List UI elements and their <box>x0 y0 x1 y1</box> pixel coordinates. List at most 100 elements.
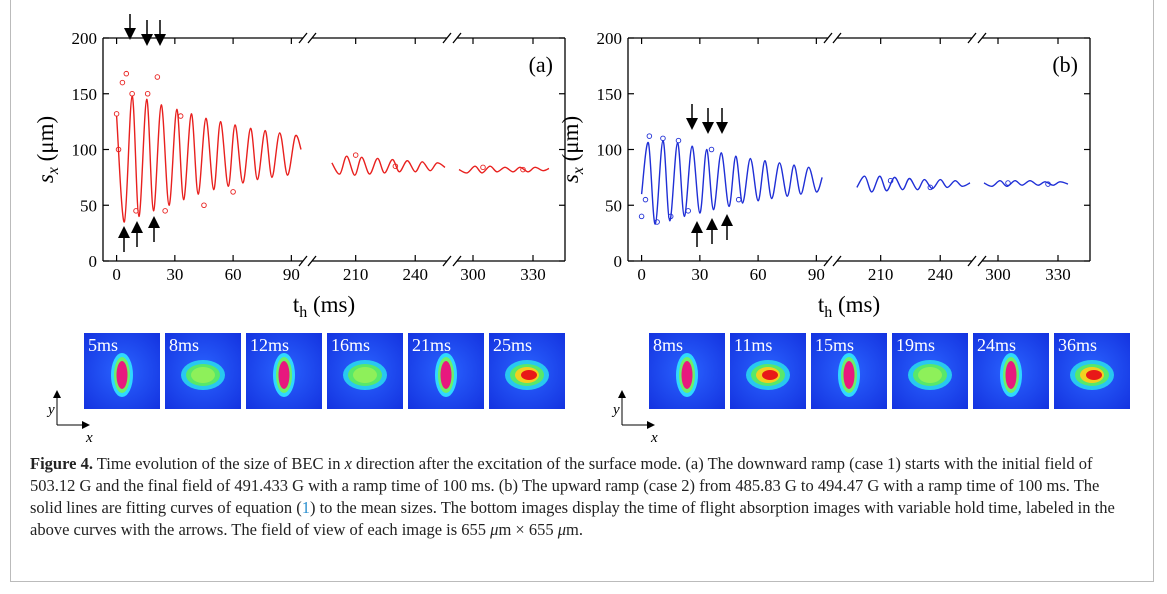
image-time-label: 25ms <box>493 335 532 355</box>
data-point <box>708 146 715 153</box>
panel-label: (b) <box>1052 52 1078 77</box>
data-point <box>735 196 742 203</box>
image-time-label: 5ms <box>88 335 118 355</box>
fit-line <box>458 165 550 174</box>
x-label-symbol: t <box>818 292 825 317</box>
x-label-symbol: t <box>293 292 300 317</box>
y-tick-label: 200 <box>72 29 98 48</box>
data-point <box>154 74 161 80</box>
y-label-sub: x <box>570 167 587 175</box>
image-time-label: 15ms <box>815 335 854 355</box>
caption-text: ) to the mean sizes. The bottom images d… <box>30 498 1115 539</box>
data-point <box>162 208 168 214</box>
caption-text: m × 655 <box>498 520 558 539</box>
x-tick-label: 240 <box>927 265 953 284</box>
data-point <box>654 219 660 225</box>
data-point <box>660 135 666 142</box>
image-time-label: 36ms <box>1058 335 1097 355</box>
image-time-label: 16ms <box>331 335 370 355</box>
figure-frame <box>10 0 1154 582</box>
data-point <box>887 177 894 184</box>
y-label-symbol: s <box>33 174 58 183</box>
y-tick-label: 0 <box>89 252 98 271</box>
x-tick-label: 60 <box>750 265 767 284</box>
data-point <box>667 213 674 220</box>
image-axis-label: x <box>650 430 658 446</box>
data-point <box>675 137 682 144</box>
data-point <box>927 184 934 191</box>
x-tick-label: 300 <box>985 265 1011 284</box>
x-tick-label: 330 <box>520 265 546 284</box>
cloud <box>521 370 537 380</box>
data-point <box>129 90 135 97</box>
data-point <box>115 146 122 153</box>
x-label-unit: (ms) <box>307 292 355 317</box>
fit-line <box>640 139 823 225</box>
y-axis-label: sx (μm) <box>33 116 62 183</box>
cloud <box>278 361 290 389</box>
data-point <box>520 166 526 173</box>
x-label-unit: (ms) <box>832 292 880 317</box>
image-time-label: 21ms <box>412 335 451 355</box>
y-tick-label: 0 <box>614 252 623 271</box>
y-tick-label: 50 <box>605 196 622 215</box>
x-tick-label: 0 <box>112 265 121 284</box>
data-point <box>177 113 184 119</box>
image-axes <box>53 390 655 429</box>
image-time-label: 24ms <box>977 335 1016 355</box>
data-point <box>638 213 645 220</box>
fit-line <box>331 155 446 176</box>
panel-label: (a) <box>529 52 553 77</box>
x-label-sub: h <box>824 304 832 321</box>
caption-text: x <box>344 454 352 473</box>
x-tick-label: 60 <box>225 265 242 284</box>
cloud <box>1086 370 1102 380</box>
y-label-symbol: s <box>558 174 583 183</box>
data-point <box>392 163 399 169</box>
y-tick-label: 100 <box>597 141 623 160</box>
caption-text: m. <box>566 520 583 539</box>
cloud <box>116 361 128 389</box>
image-axis-label: x <box>85 430 93 446</box>
data-point <box>685 208 691 214</box>
data-point <box>646 133 653 139</box>
equation-ref[interactable]: 1 <box>301 498 310 517</box>
x-tick-label: 90 <box>808 265 825 284</box>
cloud <box>843 361 855 389</box>
fit-line <box>115 95 302 223</box>
data-point <box>1045 181 1051 187</box>
y-tick-label: 50 <box>80 196 97 215</box>
image-axis-label: y <box>611 402 620 418</box>
data-point <box>113 111 120 117</box>
x-tick-label: 30 <box>166 265 183 284</box>
x-tick-label: 210 <box>868 265 894 284</box>
x-tick-label: 30 <box>691 265 708 284</box>
caption-text: μ <box>557 520 567 539</box>
x-tick-label: 240 <box>402 265 428 284</box>
caption-text: Time evolution of the size of BEC in <box>92 454 345 473</box>
data-point <box>201 202 207 208</box>
cloud <box>1005 361 1017 389</box>
x-tick-label: 300 <box>460 265 486 284</box>
x-tick-label: 210 <box>343 265 369 284</box>
cloud <box>681 361 693 389</box>
y-label-unit: (μm) <box>558 116 583 167</box>
y-label-sub: x <box>45 167 62 175</box>
y-axis-label: sx (μm) <box>558 116 587 183</box>
cloud <box>440 361 452 389</box>
data-point <box>230 189 236 195</box>
x-axis-label: th (ms) <box>818 292 880 321</box>
data-point <box>133 208 139 214</box>
x-tick-label: 330 <box>1045 265 1071 284</box>
image-time-label: 19ms <box>896 335 935 355</box>
data-point <box>642 196 649 203</box>
y-tick-label: 200 <box>597 29 623 48</box>
data-point <box>352 152 359 158</box>
y-tick-label: 150 <box>72 85 98 104</box>
image-time-label: 8ms <box>653 335 683 355</box>
cloud <box>918 367 942 383</box>
image-axis-label: y <box>46 402 55 418</box>
y-tick-label: 150 <box>597 85 623 104</box>
